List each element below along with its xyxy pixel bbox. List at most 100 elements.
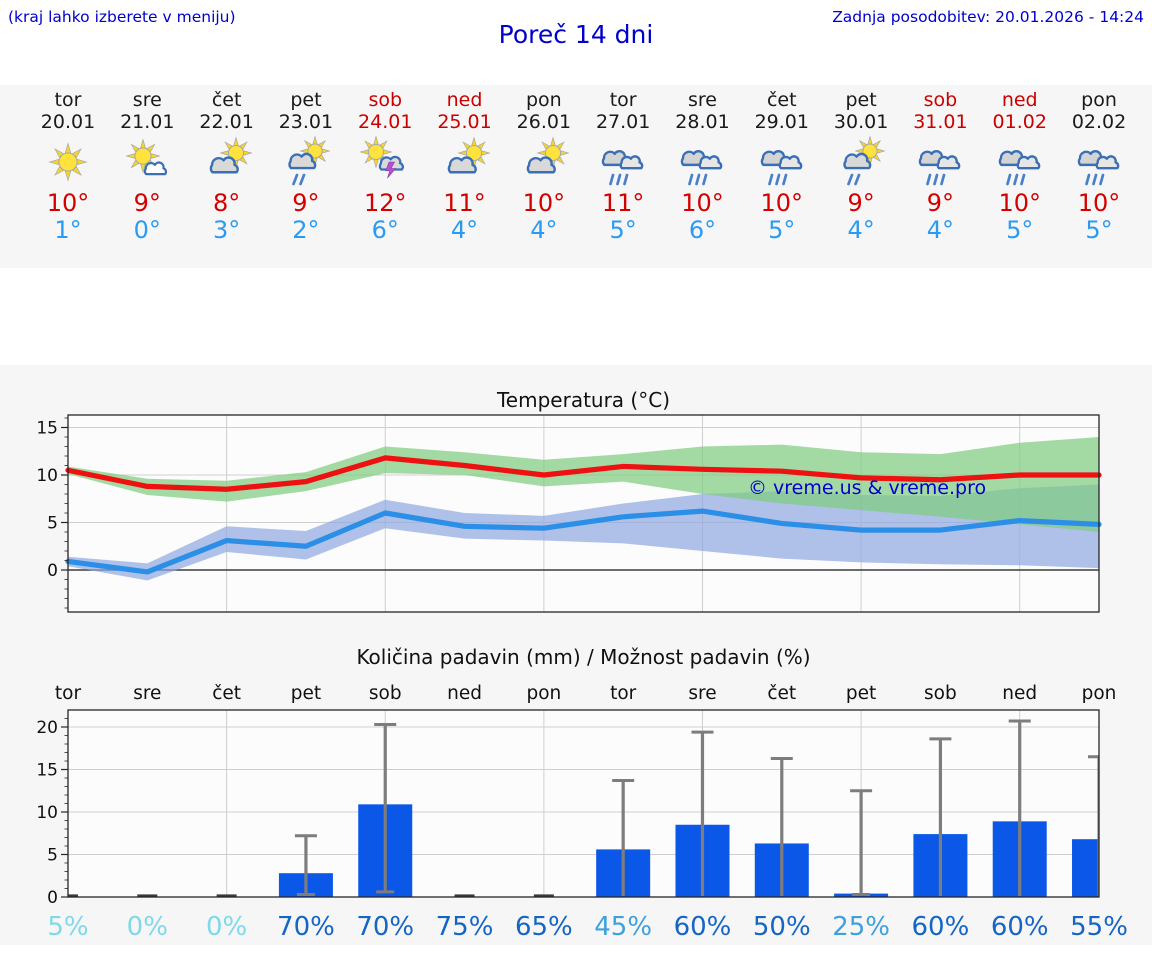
day-name: ned	[1001, 89, 1038, 111]
day-date: 23.01	[278, 111, 334, 133]
precip-zero-mark	[137, 894, 158, 897]
precip-day-label: tor	[55, 683, 82, 704]
precip-day-label: pet	[846, 683, 876, 704]
day-high-temp: 11°	[601, 189, 645, 217]
precip-probability-label: 0%	[206, 912, 247, 942]
precip-probability-label: 60%	[912, 912, 970, 942]
temp-ytick-label: 10	[36, 466, 58, 486]
day-low-temp: 0°	[133, 216, 161, 244]
sun-shower-icon	[843, 136, 886, 186]
day-date: 28.01	[675, 111, 730, 133]
forecast-day: pon 26.01 10° 4°	[504, 85, 584, 268]
max-temp-range-band	[68, 437, 1100, 532]
precip-day-label: sre	[688, 683, 716, 704]
day-name: pet	[290, 89, 322, 111]
precip-day-label: pon	[526, 683, 561, 704]
sun-shower-icon	[288, 136, 331, 186]
day-name: pon	[525, 89, 562, 111]
precip-day-label: čet	[212, 683, 241, 704]
precip-zero-mark	[216, 894, 237, 897]
rain-icon	[998, 149, 1041, 186]
day-low-temp: 4°	[450, 216, 479, 244]
day-name: pet	[845, 89, 877, 111]
precip-day-label: pet	[291, 683, 321, 704]
day-date: 25.01	[437, 111, 492, 133]
temperature-chart-title: Temperatura (°C)	[496, 388, 670, 412]
day-high-temp: 10°	[46, 189, 90, 217]
day-name: tor	[609, 89, 637, 111]
day-date: 26.01	[516, 111, 572, 133]
day-date: 30.01	[833, 111, 889, 133]
day-low-temp: 4°	[847, 216, 875, 244]
day-date: 01.02	[992, 111, 1047, 133]
precip-probability-label: 5%	[47, 912, 88, 942]
forecast-day: sre 28.01 10° 6°	[662, 85, 742, 268]
day-date: 21.01	[120, 111, 175, 133]
day-low-temp: 1°	[54, 216, 82, 244]
day-low-temp: 4°	[530, 216, 558, 244]
precipitation-chart-title: Količina padavin (mm) / Možnost padavin …	[356, 645, 811, 669]
day-date: 02.02	[1071, 111, 1127, 133]
forecast-day: sob 24.01 12° 6°	[345, 85, 425, 268]
day-high-temp: 9°	[133, 189, 161, 217]
temp-ytick-label: 15	[36, 419, 58, 439]
charts-canvas: 0 5 10 15 0 5 10 15 20 tor sre čet pet sob ned pon tor sr…	[0, 365, 1152, 945]
forecast-day: ned 25.01 11° 4°	[425, 85, 505, 268]
precip-probability-label: 70%	[277, 912, 335, 942]
precip-day-label: ned	[447, 683, 482, 704]
day-low-temp: 6°	[688, 216, 717, 244]
rain-icon	[919, 149, 961, 186]
thunder-icon	[359, 136, 405, 179]
day-low-temp: 5°	[609, 216, 637, 244]
sunny-icon	[48, 142, 88, 182]
precip-day-label: čet	[767, 683, 796, 704]
precip-ytick-label: 15	[36, 761, 58, 781]
day-name: sre	[132, 89, 162, 111]
forecast-day: čet 22.01 8° 3°	[187, 85, 267, 268]
day-name: čet	[766, 89, 797, 111]
forecast-day: tor 20.01 10° 1°	[28, 85, 108, 268]
precip-probability-label: 60%	[991, 912, 1049, 942]
day-high-temp: 12°	[363, 189, 407, 217]
day-high-temp: 10°	[522, 189, 566, 217]
min-temp-line	[65, 508, 1102, 575]
forecast-day: čet 29.01 10° 5°	[742, 85, 822, 268]
precip-probability-label: 50%	[753, 912, 811, 942]
precip-probability-label: 65%	[515, 912, 573, 942]
day-date: 29.01	[754, 111, 809, 133]
day-high-temp: 10°	[1077, 189, 1121, 217]
day-low-temp: 4°	[926, 216, 955, 244]
precip-probability-label: 60%	[674, 912, 732, 942]
day-name: sre	[687, 89, 717, 111]
partly-cloudy-icon	[526, 136, 570, 174]
day-low-temp: 2°	[292, 216, 320, 244]
rain-icon	[760, 149, 803, 186]
day-high-temp: 8°	[212, 189, 241, 217]
day-date: 31.01	[913, 111, 968, 133]
day-name: čet	[211, 89, 242, 111]
day-high-temp: 9°	[847, 189, 875, 217]
watermark: © vreme.us & vreme.pro	[748, 477, 987, 499]
forecast-day: sob 31.01 9° 4°	[900, 85, 980, 268]
precip-ytick-label: 10	[36, 803, 58, 823]
day-date: 24.01	[358, 111, 413, 133]
temp-ytick-label: 5	[47, 514, 58, 534]
day-high-temp: 10°	[760, 189, 804, 217]
precip-probability-label: 75%	[436, 912, 494, 942]
precip-probability-label: 70%	[356, 912, 414, 942]
precip-zero-mark	[68, 894, 78, 897]
day-low-temp: 3°	[212, 216, 241, 244]
day-name: sob	[923, 89, 958, 111]
mostly-sunny-icon	[125, 138, 168, 176]
day-name: pon	[1081, 89, 1117, 111]
precip-zero-mark	[454, 894, 475, 897]
day-low-temp: 5°	[1006, 216, 1034, 244]
forecast-day: pet 30.01 9° 4°	[821, 85, 901, 268]
day-high-temp: 10°	[998, 189, 1041, 217]
day-high-temp: 9°	[926, 189, 955, 217]
forecast-day: pon 02.02 10° 5°	[1059, 85, 1139, 268]
precip-day-label: ned	[1002, 683, 1037, 704]
forecast-day: sre 21.01 9° 0°	[107, 85, 187, 268]
day-date: 22.01	[199, 111, 254, 133]
precip-zero-mark	[533, 894, 554, 897]
